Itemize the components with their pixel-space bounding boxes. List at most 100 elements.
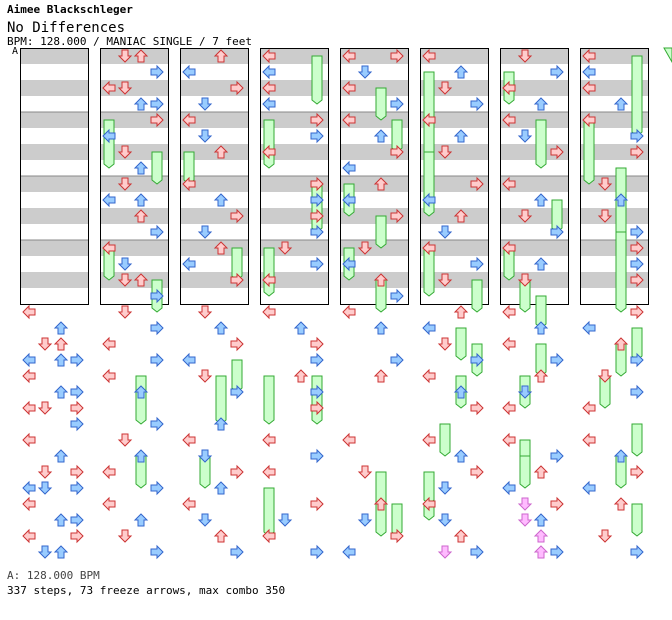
freeze-arrow bbox=[631, 423, 643, 457]
step-arrow-up bbox=[373, 321, 389, 335]
step-arrow-down bbox=[517, 129, 533, 143]
step-arrow-left bbox=[582, 112, 596, 128]
step-arrow-right bbox=[630, 128, 644, 144]
step-arrow-right bbox=[70, 416, 84, 432]
step-arrow-up bbox=[533, 257, 549, 271]
step-arrow-up bbox=[533, 545, 549, 559]
step-arrow-left bbox=[582, 80, 596, 96]
step-arrow-right bbox=[150, 480, 164, 496]
beat-band bbox=[180, 240, 248, 256]
chart-column-4 bbox=[260, 48, 329, 305]
step-arrow-right bbox=[630, 144, 644, 160]
step-arrow-right bbox=[310, 448, 324, 464]
step-arrow-left bbox=[342, 256, 356, 272]
step-arrow-right bbox=[70, 384, 84, 400]
step-arrow-left bbox=[102, 128, 116, 144]
beat-band bbox=[420, 240, 488, 256]
step-arrow-up bbox=[133, 513, 149, 527]
step-arrow-left bbox=[102, 240, 116, 256]
step-arrow-down bbox=[517, 273, 533, 287]
step-arrow-down bbox=[117, 145, 133, 159]
step-arrow-up bbox=[533, 369, 549, 383]
step-arrow-right bbox=[390, 96, 404, 112]
step-arrow-left bbox=[502, 112, 516, 128]
step-arrow-left bbox=[502, 432, 516, 448]
step-arrow-up bbox=[213, 529, 229, 543]
step-arrow-up bbox=[373, 497, 389, 511]
step-arrow-left bbox=[502, 304, 516, 320]
step-arrow-right bbox=[230, 80, 244, 96]
step-arrow-up bbox=[453, 529, 469, 543]
chart-info: BPM: 128.000 / MANIAC SINGLE / 7 feet bbox=[7, 35, 253, 48]
freeze-arrow bbox=[439, 423, 451, 457]
step-arrow-left bbox=[422, 240, 436, 256]
step-arrow-down bbox=[197, 97, 213, 111]
step-arrow-up bbox=[133, 385, 149, 399]
step-arrow-right bbox=[310, 384, 324, 400]
step-arrow-left bbox=[502, 176, 516, 192]
chart-column-3 bbox=[180, 48, 249, 305]
step-arrow-up bbox=[133, 161, 149, 175]
step-chart bbox=[20, 47, 672, 560]
step-arrow-up bbox=[133, 193, 149, 207]
freeze-arrow bbox=[423, 247, 435, 297]
step-arrow-right bbox=[150, 416, 164, 432]
freeze-arrow bbox=[375, 215, 387, 249]
step-arrow-left bbox=[422, 368, 436, 384]
step-arrow-up bbox=[453, 209, 469, 223]
step-arrow-left bbox=[102, 80, 116, 96]
step-arrow-right bbox=[310, 208, 324, 224]
column-border bbox=[580, 48, 649, 305]
step-arrow-down bbox=[437, 545, 453, 559]
step-arrow-left bbox=[342, 432, 356, 448]
step-arrow-left bbox=[262, 48, 276, 64]
step-arrow-down bbox=[597, 529, 613, 543]
step-arrow-up bbox=[213, 49, 229, 63]
step-arrow-down bbox=[357, 65, 373, 79]
step-arrow-right bbox=[70, 464, 84, 480]
beat-band bbox=[20, 272, 88, 288]
beat-band bbox=[260, 80, 328, 96]
step-arrow-right bbox=[470, 256, 484, 272]
freeze-arrow bbox=[583, 119, 595, 185]
freeze-arrow bbox=[615, 231, 627, 313]
step-arrow-down bbox=[37, 481, 53, 495]
step-arrow-left bbox=[182, 496, 196, 512]
step-arrow-down bbox=[437, 513, 453, 527]
step-arrow-right bbox=[470, 400, 484, 416]
step-arrow-right bbox=[150, 64, 164, 80]
beat-band bbox=[20, 48, 88, 64]
step-arrow-right bbox=[70, 480, 84, 496]
step-arrow-up bbox=[613, 497, 629, 511]
freeze-arrow bbox=[263, 487, 275, 537]
step-arrow-right bbox=[230, 464, 244, 480]
step-arrow-left bbox=[22, 528, 36, 544]
step-arrow-left bbox=[342, 112, 356, 128]
column-border bbox=[420, 48, 489, 305]
step-arrow-left bbox=[102, 192, 116, 208]
step-arrow-left bbox=[502, 336, 516, 352]
step-arrow-right bbox=[550, 544, 564, 560]
step-arrow-left bbox=[22, 352, 36, 368]
step-arrow-up bbox=[533, 193, 549, 207]
beat-band bbox=[500, 208, 568, 224]
step-arrow-right bbox=[550, 496, 564, 512]
step-arrow-left bbox=[502, 240, 516, 256]
beat-band bbox=[500, 272, 568, 288]
step-arrow-up bbox=[533, 529, 549, 543]
freeze-arrow bbox=[263, 247, 275, 297]
step-arrow-left bbox=[262, 432, 276, 448]
step-arrow-left bbox=[262, 96, 276, 112]
step-arrow-up bbox=[373, 177, 389, 191]
step-arrow-right bbox=[310, 256, 324, 272]
beat-band bbox=[100, 48, 168, 64]
step-arrow-left bbox=[102, 368, 116, 384]
step-arrow-down bbox=[517, 497, 533, 511]
beat-band bbox=[420, 112, 488, 128]
step-arrow-right bbox=[630, 384, 644, 400]
freeze-arrow bbox=[519, 455, 531, 489]
beat-band bbox=[580, 80, 648, 96]
step-arrow-right bbox=[150, 544, 164, 560]
step-arrow-up bbox=[213, 193, 229, 207]
step-arrow-down bbox=[117, 49, 133, 63]
